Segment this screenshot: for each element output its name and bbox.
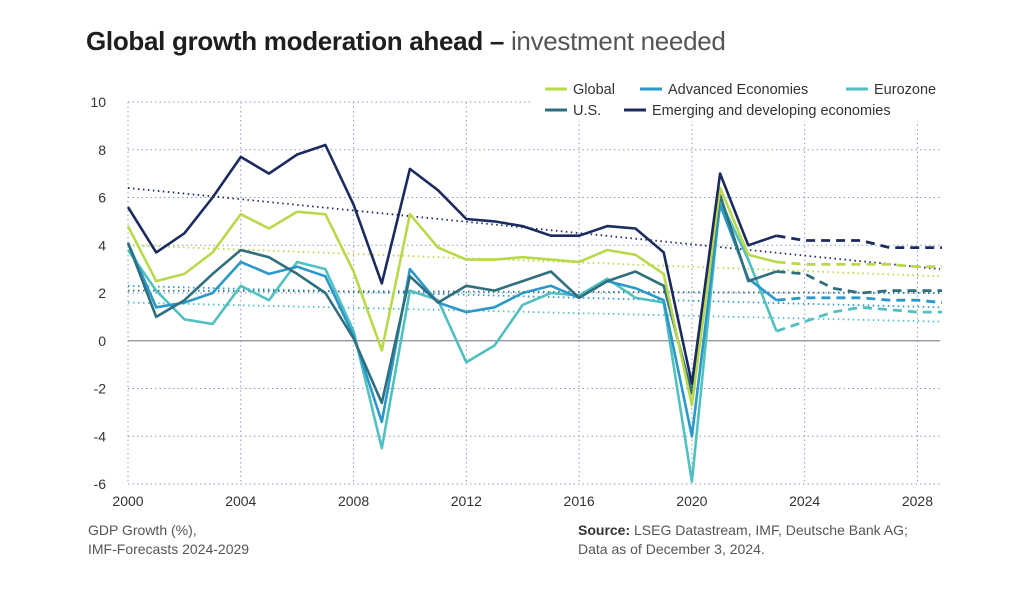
- y-tick-label: -2: [94, 381, 107, 397]
- series-line: [126, 203, 778, 438]
- footnote-line-1: GDP Growth (%),: [88, 522, 197, 538]
- forecast-line: [776, 260, 942, 269]
- x-tick-label: 2008: [338, 493, 369, 509]
- y-tick-label: 10: [90, 94, 106, 110]
- x-tick-label: 2012: [451, 493, 482, 509]
- x-tick-label: 2024: [789, 493, 820, 509]
- y-tick-label: -6: [94, 476, 107, 492]
- trend-line: [127, 244, 941, 278]
- legend-label: U.S.: [573, 103, 601, 119]
- footnote-line-2: IMF-Forecasts 2024-2029: [88, 541, 250, 557]
- legend: Global Advanced Economies Eurozone U.S. Emer…: [532, 76, 942, 121]
- chart-title-bold: Global growth moderation ahead –: [86, 26, 505, 56]
- series-line: [126, 143, 777, 386]
- series-line: [126, 193, 777, 405]
- legend-label: Advanced Economies: [668, 82, 808, 98]
- forecast-line: [776, 296, 943, 304]
- trend-line: [127, 187, 941, 271]
- legend-label: Emerging and developing economies: [652, 103, 891, 119]
- trend-line: [127, 289, 941, 294]
- y-tick-label: 0: [98, 333, 106, 349]
- y-tick-label: 4: [98, 237, 106, 253]
- series-line: [126, 186, 777, 407]
- x-tick-label: 2028: [902, 493, 933, 509]
- y-tick-label: 8: [98, 142, 106, 158]
- trend-line: [127, 284, 941, 309]
- x-tick-label: 2016: [564, 493, 595, 509]
- chart-title-light: investment needed: [504, 26, 726, 56]
- source-line-2: Data as of December 3, 2024.: [578, 541, 765, 557]
- series-line: [126, 198, 778, 483]
- y-tick-label: 6: [98, 190, 106, 206]
- source-note: Source: LSEG Datastream, IMF, Deutsche B…: [578, 521, 908, 559]
- legend-label: Eurozone: [874, 82, 936, 98]
- chart-title: Global growth moderation ahead – investm…: [86, 26, 726, 57]
- y-tick-label: -4: [94, 428, 107, 444]
- forecast-line: [776, 234, 942, 250]
- footnote: GDP Growth (%), IMF-Forecasts 2024-2029: [88, 521, 249, 559]
- x-tick-label: 2020: [676, 493, 707, 509]
- legend-background: [532, 76, 942, 121]
- y-tick-label: 2: [98, 285, 106, 301]
- source-label: Source:: [578, 522, 631, 538]
- trend-line: [127, 301, 941, 323]
- x-tick-label: 2004: [225, 493, 256, 509]
- legend-label: Global: [573, 82, 615, 98]
- x-tick-label: 2000: [112, 493, 143, 509]
- source-line-1: LSEG Datastream, IMF, Deutsche Bank AG;: [630, 522, 908, 538]
